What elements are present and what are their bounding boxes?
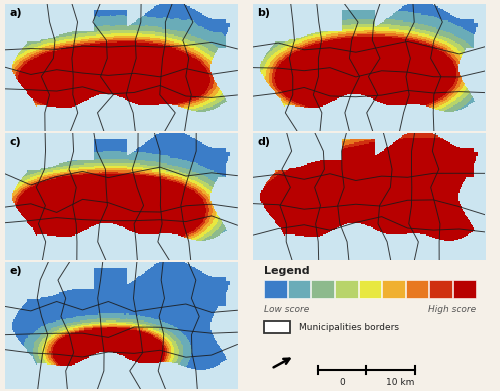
Bar: [312, 280, 334, 298]
Text: c): c): [10, 137, 22, 147]
Text: e): e): [10, 266, 22, 276]
Bar: [453, 280, 475, 298]
Text: 0: 0: [339, 378, 345, 387]
Text: a): a): [10, 8, 22, 18]
Text: 10 km: 10 km: [386, 378, 415, 387]
Bar: [288, 280, 310, 298]
Bar: [430, 280, 452, 298]
Text: Legend: Legend: [264, 266, 310, 276]
Bar: [406, 280, 428, 298]
Bar: [335, 280, 357, 298]
Bar: [264, 280, 287, 298]
Text: High score: High score: [428, 305, 476, 314]
Text: Low score: Low score: [264, 305, 310, 314]
Bar: [382, 280, 405, 298]
Text: d): d): [257, 137, 270, 147]
Bar: [264, 321, 289, 333]
Text: Municipalities borders: Municipalities borders: [299, 323, 399, 332]
Text: b): b): [257, 8, 270, 18]
Bar: [358, 280, 382, 298]
